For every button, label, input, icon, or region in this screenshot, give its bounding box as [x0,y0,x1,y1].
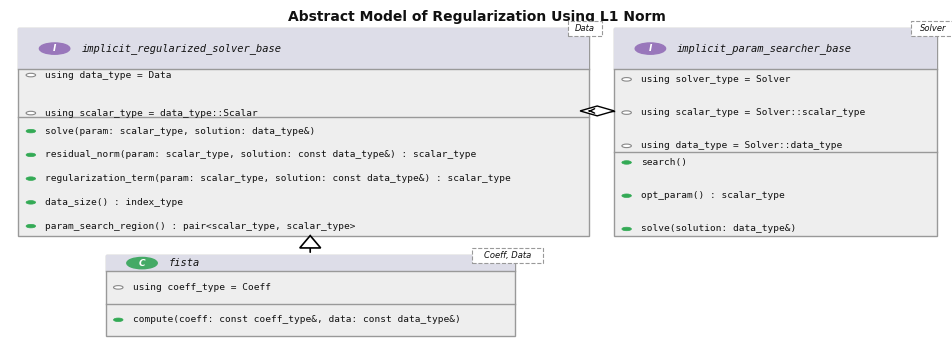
Circle shape [127,257,157,269]
Circle shape [26,111,35,115]
Circle shape [622,161,631,164]
Polygon shape [580,106,614,116]
Text: search(): search() [640,158,686,167]
Text: regularization_term(param: scalar_type, solution: const data_type&) : scalar_typ: regularization_term(param: scalar_type, … [45,174,510,183]
FancyBboxPatch shape [106,255,514,336]
Circle shape [113,286,123,289]
Text: solve(solution: data_type&): solve(solution: data_type&) [640,224,795,234]
Text: using data_type = Solver::data_type: using data_type = Solver::data_type [640,141,842,150]
Text: using scalar_type = Solver::scalar_type: using scalar_type = Solver::scalar_type [640,108,864,117]
Text: Solver: Solver [919,24,945,33]
Circle shape [622,111,631,114]
Circle shape [622,194,631,197]
Circle shape [26,129,35,133]
Circle shape [113,318,123,322]
Text: compute(coeff: const coeff_type&, data: const data_type&): compute(coeff: const coeff_type&, data: … [132,315,460,324]
Text: Coeff, Data: Coeff, Data [484,251,530,260]
Text: Data: Data [575,24,595,33]
Text: I: I [53,44,56,53]
Text: I: I [648,44,651,53]
Polygon shape [300,236,320,248]
Text: using coeff_type = Coeff: using coeff_type = Coeff [132,283,270,292]
FancyBboxPatch shape [106,255,514,271]
FancyBboxPatch shape [909,21,952,36]
Circle shape [26,224,35,228]
Circle shape [622,144,631,148]
Text: using scalar_type = data_type::Scalar: using scalar_type = data_type::Scalar [45,109,258,118]
Circle shape [26,177,35,180]
Circle shape [26,153,35,157]
Text: implicit_regularized_solver_base: implicit_regularized_solver_base [81,43,281,54]
Circle shape [635,43,664,54]
Text: solve(param: scalar_type, solution: data_type&): solve(param: scalar_type, solution: data… [45,127,315,136]
Circle shape [26,73,35,77]
FancyBboxPatch shape [471,248,543,263]
FancyBboxPatch shape [18,28,588,236]
Circle shape [622,227,631,231]
Text: using solver_type = Solver: using solver_type = Solver [640,75,789,84]
Circle shape [622,78,631,81]
FancyBboxPatch shape [18,28,588,69]
Text: opt_param() : scalar_type: opt_param() : scalar_type [640,191,783,200]
Text: fista: fista [169,258,200,268]
FancyBboxPatch shape [567,21,602,36]
Text: using data_type = Data: using data_type = Data [45,71,171,80]
Circle shape [26,201,35,204]
Text: C: C [139,258,146,268]
Circle shape [39,43,69,54]
FancyBboxPatch shape [614,28,937,236]
FancyBboxPatch shape [614,28,937,69]
Text: param_search_region() : pair<scalar_type, scalar_type>: param_search_region() : pair<scalar_type… [45,222,355,231]
Text: residual_norm(param: scalar_type, solution: const data_type&) : scalar_type: residual_norm(param: scalar_type, soluti… [45,151,476,159]
Text: implicit_param_searcher_base: implicit_param_searcher_base [676,43,851,54]
Text: Abstract Model of Regularization Using L1 Norm: Abstract Model of Regularization Using L… [288,10,664,24]
Text: data_size() : index_type: data_size() : index_type [45,198,183,207]
